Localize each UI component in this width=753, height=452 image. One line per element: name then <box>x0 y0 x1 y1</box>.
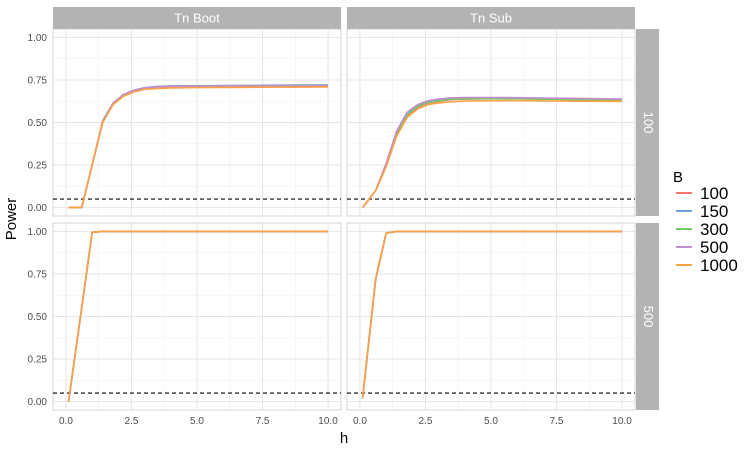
strip-label: 500 <box>641 306 656 328</box>
x-tick-label: 0.0 <box>353 416 367 427</box>
legend-item-500: 500 <box>676 238 728 257</box>
legend-label: 300 <box>700 220 728 239</box>
series-line-500 <box>361 96 623 209</box>
y-tick-label: 0.00 <box>28 203 48 214</box>
x-tick-label: 2.5 <box>125 416 139 427</box>
strip-background <box>53 7 341 29</box>
y-axis-title: Power <box>3 198 20 241</box>
legend-label: 100 <box>700 184 728 203</box>
legend-label: 1000 <box>700 256 738 275</box>
strip-label: Tn Boot <box>174 11 220 26</box>
x-tick-label: 7.5 <box>256 416 270 427</box>
legend-title: B <box>673 169 683 186</box>
strip-row-100: 100 <box>636 29 659 216</box>
series-line-1000 <box>68 86 329 209</box>
strip-background <box>347 7 635 29</box>
strip-label: Tn Sub <box>470 11 512 26</box>
panel-tn-sub-500 <box>346 222 636 411</box>
y-tick-label: 0.75 <box>28 269 48 280</box>
axes: 0.00 0.25 0.50 0.75 1.00 0.00 0.25 0.50 0.75 1.00… <box>3 33 632 447</box>
x-tick-label: 0.0 <box>59 416 73 427</box>
series-line-1000 <box>67 230 329 402</box>
facet-panels <box>52 28 636 411</box>
y-tick-label: 1.00 <box>28 227 48 238</box>
x-tick-label: 10.0 <box>318 416 338 427</box>
x-tick-label: 7.5 <box>550 416 564 427</box>
series-line-1000 <box>361 230 623 399</box>
legend-item-1000: 1000 <box>676 256 738 275</box>
strip-tn-sub: Tn Sub <box>347 7 635 29</box>
panel-tn-boot-100 <box>52 28 342 217</box>
strip-tn-boot: Tn Boot <box>53 7 341 29</box>
legend-item-100: 100 <box>676 184 728 203</box>
strip-row-500: 500 <box>636 223 659 410</box>
y-tick-label: 0.50 <box>28 118 48 129</box>
y-tick-label: 0.50 <box>28 312 48 323</box>
y-tick-label: 1.00 <box>28 33 48 44</box>
y-tick-label: 0.00 <box>28 397 48 408</box>
panel-tn-sub-100 <box>346 28 636 217</box>
y-tick-label: 0.75 <box>28 75 48 86</box>
x-tick-label: 2.5 <box>419 416 433 427</box>
series-line-1000 <box>361 99 623 209</box>
x-tick-label: 10.0 <box>612 416 632 427</box>
x-tick-label: 5.0 <box>190 416 204 427</box>
legend-item-300: 300 <box>676 220 728 239</box>
y-tick-label: 0.25 <box>28 355 48 366</box>
y-tick-label: 0.25 <box>28 161 48 172</box>
strip-background <box>636 223 659 410</box>
legend-label: 500 <box>700 238 728 257</box>
strip-label: 100 <box>641 112 656 134</box>
strip-background <box>636 29 659 216</box>
facet-strips: Tn Boot Tn Sub 100 500 <box>53 7 659 410</box>
legend-item-150: 150 <box>676 202 728 221</box>
x-axis-title: h <box>340 430 348 447</box>
legend-label: 150 <box>700 202 728 221</box>
x-tick-label: 5.0 <box>484 416 498 427</box>
panel-tn-boot-500 <box>52 222 342 411</box>
